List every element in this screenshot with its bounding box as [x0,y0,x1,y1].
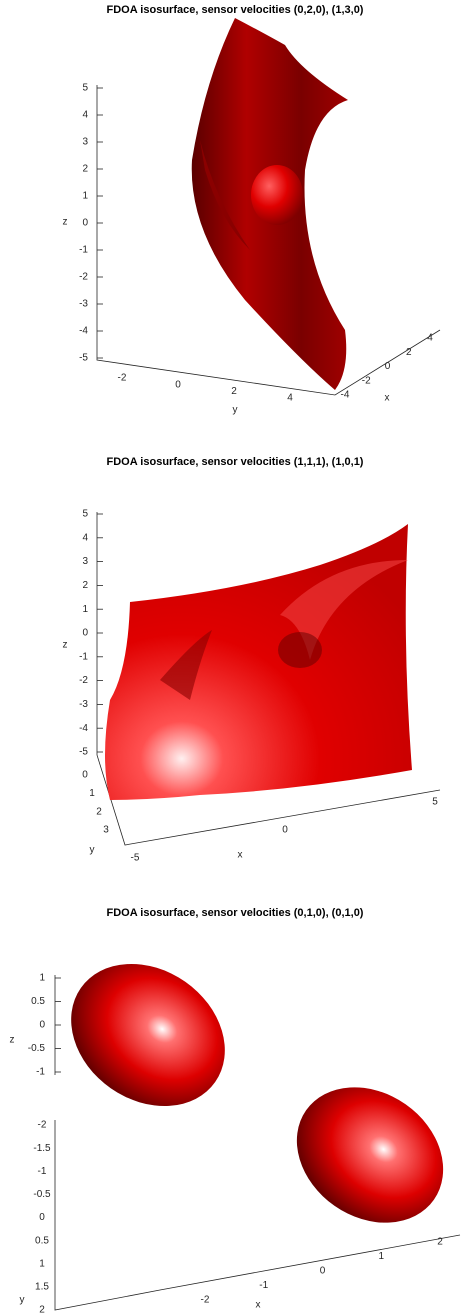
z-tick-label: -0.5 [28,1043,46,1054]
panel-2: FDOA isosurface, sensor velocities (1,1,… [63,456,441,861]
z-tick-label: 5 [82,509,88,520]
figure: FDOA isosurface, sensor velocities (0,2,… [0,0,470,1315]
z-tick-label: 2 [82,580,88,591]
z-tick-label: -5 [79,747,88,758]
x-tick-label: 1 [378,1251,384,1262]
y-tick-label: 0 [39,1212,45,1223]
x-tick-label: -1 [259,1280,268,1291]
x-tick-label: 0 [282,825,288,836]
x-tick-label: 0 [320,1266,326,1277]
x-tick-label: 2 [406,347,412,358]
z-tick-label: 1 [82,191,88,202]
z-tick-label: -4 [79,723,88,734]
y-tick-label: 4 [287,393,293,404]
y-tick-label: -0.5 [33,1189,51,1200]
z-tick-label: -3 [79,299,88,310]
z-tick-label: 0 [82,218,88,229]
z-tick-label: -3 [79,699,88,710]
z-tick-label: 5 [82,83,88,94]
z-tick-label: 4 [82,532,88,543]
z-tick-label: 0 [39,1020,45,1031]
panel-3: FDOA isosurface, sensor velocities (0,1,… [10,907,470,1311]
surface-shadow [278,632,322,668]
y-label: y [20,1295,25,1306]
z-tick-label: 1 [82,604,88,615]
z-tick-label: -1 [79,651,88,662]
x-tick-label: -5 [131,853,140,864]
y-tick-label: -2 [38,1120,47,1131]
x-tick-label: 2 [437,1237,443,1248]
z-label: z [63,640,68,651]
z-tick-label: 2 [82,164,88,175]
title: FDOA isosurface, sensor velocities (0,1,… [107,907,364,919]
y-label: y [90,845,95,856]
z-tick-label: -1 [79,245,88,256]
z-tick-label: 3 [82,556,88,567]
z-tick-label: -4 [79,326,88,337]
x-tick-label: -2 [201,1295,210,1306]
z-tick-label: 1 [39,973,45,984]
y-tick-label: 1 [39,1258,45,1269]
z-tick-label: -2 [79,675,88,686]
ellipsoid [44,935,253,1136]
title: FDOA isosurface, sensor velocities (0,2,… [107,4,364,16]
x-tick-label: -2 [362,375,371,386]
z-label: z [63,217,68,228]
y-tick-label: 2 [231,386,237,397]
y-tick-label: 2 [96,806,102,817]
sphere [251,165,303,225]
z-tick-label: -5 [79,353,88,364]
ellipsoid [271,1059,470,1250]
y-tick-label: 0 [82,770,88,781]
y-tick-label: 1.5 [35,1282,49,1293]
z-tick-label: 0.5 [31,996,45,1007]
y-tick-label: -2 [118,373,127,384]
x-label: x [238,850,243,861]
z-tick-label: -1 [36,1067,45,1078]
y-tick-label: -1 [38,1166,47,1177]
x-tick-label: 0 [385,361,391,372]
page: FDOA isosurface, sensor velocities (0,2,… [0,0,470,1315]
y-tick-label: 2 [39,1305,45,1315]
z-tick-label: 4 [82,110,88,121]
y-tick-label: 0 [175,379,181,390]
x-tick-label: 4 [427,333,433,344]
z-tick-label: 3 [82,137,88,148]
panel-1: FDOA isosurface, sensor velocities (0,2,… [63,4,441,416]
z-label: z [10,1035,15,1046]
y-tick-label: 0.5 [35,1235,49,1246]
y-tick-label: -1.5 [33,1143,51,1154]
x-label: x [256,1300,261,1311]
y-tick-label: 1 [89,788,95,799]
title: FDOA isosurface, sensor velocities (1,1,… [107,456,364,468]
x-tick-label: -4 [341,390,350,401]
z-tick-label: 0 [82,628,88,639]
x-tick-label: 5 [432,797,438,808]
y-label: y [233,405,238,416]
y-tick-label: 3 [103,825,109,836]
x-label: x [385,393,390,404]
z-tick-label: -2 [79,272,88,283]
